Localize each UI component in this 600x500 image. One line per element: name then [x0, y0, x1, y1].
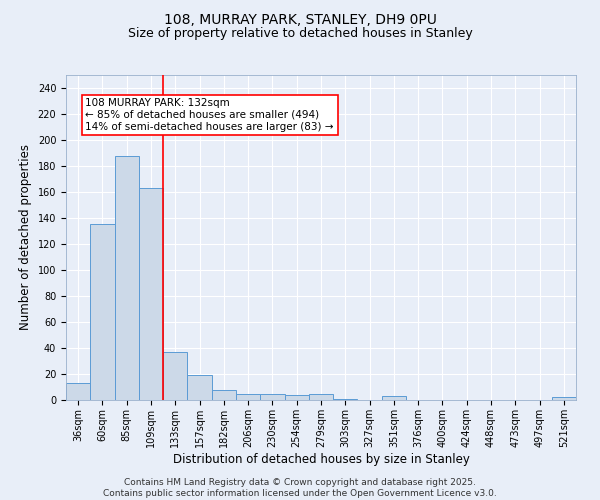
- Bar: [187, 376, 212, 400]
- Bar: [163, 352, 187, 400]
- Bar: [139, 188, 163, 400]
- X-axis label: Distribution of detached houses by size in Stanley: Distribution of detached houses by size …: [173, 452, 469, 466]
- Bar: [260, 394, 284, 400]
- Bar: [333, 398, 358, 400]
- Bar: [90, 224, 115, 400]
- Bar: [284, 395, 309, 400]
- Bar: [309, 394, 333, 400]
- Bar: [115, 156, 139, 400]
- Y-axis label: Number of detached properties: Number of detached properties: [19, 144, 32, 330]
- Bar: [552, 398, 576, 400]
- Text: Size of property relative to detached houses in Stanley: Size of property relative to detached ho…: [128, 28, 472, 40]
- Bar: [212, 390, 236, 400]
- Text: Contains HM Land Registry data © Crown copyright and database right 2025.
Contai: Contains HM Land Registry data © Crown c…: [103, 478, 497, 498]
- Bar: [66, 383, 90, 400]
- Text: 108, MURRAY PARK, STANLEY, DH9 0PU: 108, MURRAY PARK, STANLEY, DH9 0PU: [164, 12, 436, 26]
- Text: 108 MURRAY PARK: 132sqm
← 85% of detached houses are smaller (494)
14% of semi-d: 108 MURRAY PARK: 132sqm ← 85% of detache…: [85, 98, 334, 132]
- Bar: [382, 396, 406, 400]
- Bar: [236, 394, 260, 400]
